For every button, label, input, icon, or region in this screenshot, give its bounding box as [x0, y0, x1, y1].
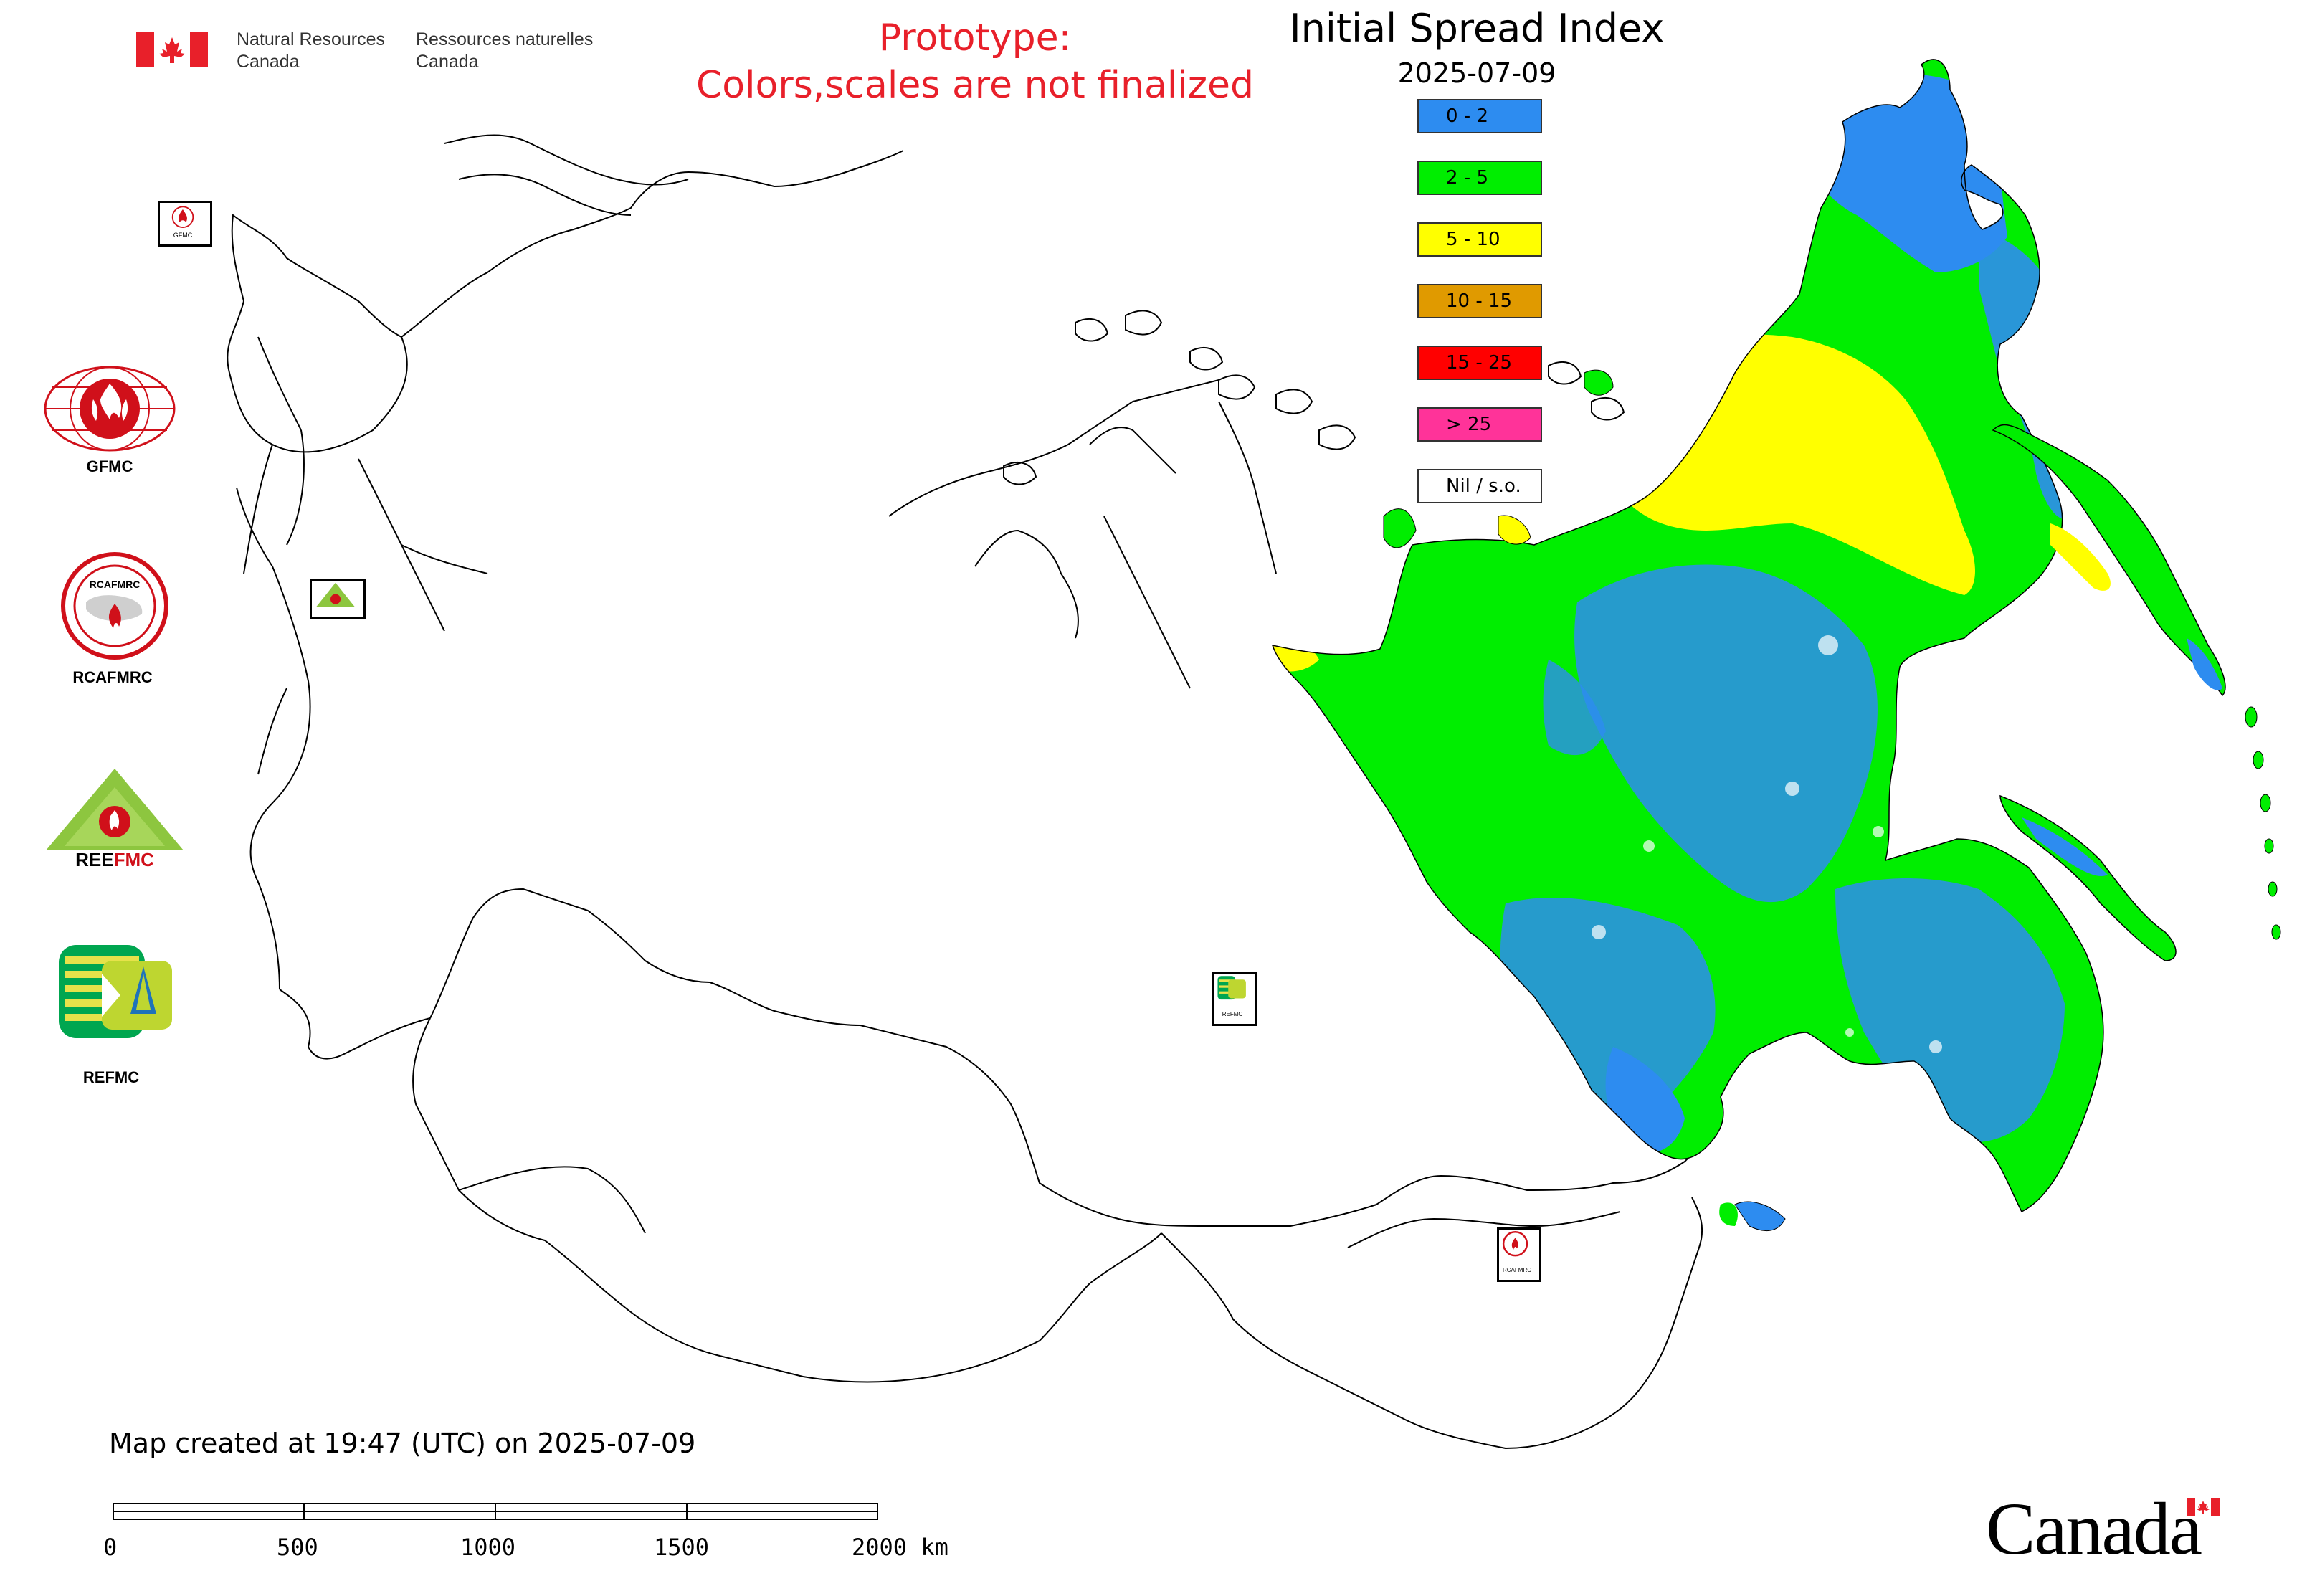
kamchatka — [1992, 424, 2226, 697]
svg-text:REEFMC: REEFMC — [75, 849, 154, 870]
map-badge-rcafmrc: RCAFMRC — [1497, 1227, 1541, 1282]
map-title: Initial Spread Index — [1289, 6, 1665, 51]
wordmark-flag-icon — [2187, 1498, 2220, 1516]
map-badge-refmc: REFMC — [1212, 972, 1257, 1026]
map-created-text: Map created at 19:47 (UTC) on 2025-07-09 — [109, 1428, 696, 1459]
refmc-label: REFMC — [82, 1068, 140, 1086]
gfmc-logo-icon — [44, 366, 176, 452]
legend-item: Nil / s.o. — [1417, 469, 1542, 503]
legend-item: > 25 — [1417, 407, 1542, 442]
legend-item: 15 - 25 — [1417, 346, 1542, 380]
refmc-logo-icon — [59, 945, 172, 1038]
department-name-en: Natural Resources Canada — [237, 29, 385, 73]
dept-fr-line1: Ressources naturelles — [416, 29, 594, 49]
rcafmrc-logo-icon: RCAFMRC — [61, 552, 168, 660]
map-badge-reefmc — [310, 579, 366, 619]
scale-tick-0: 0 — [103, 1534, 118, 1561]
legend-item: 0 - 2 — [1417, 99, 1542, 133]
map-badge-gfmc: GFMC — [158, 201, 212, 247]
legend-item: 5 - 10 — [1417, 222, 1542, 257]
rcafmrc-badge-icon — [1502, 1231, 1528, 1257]
rcafmrc-label: RCAFMRC — [72, 668, 153, 686]
map-badge-refmc-label: REFMC — [1222, 1011, 1243, 1017]
map-badge-gfmc-label: GFMC — [173, 232, 193, 239]
svg-text:RCAFMRC: RCAFMRC — [90, 579, 141, 590]
country-outlines — [227, 134, 1707, 1450]
dept-en-line1: Natural Resources — [237, 29, 386, 49]
flame-icon — [171, 206, 194, 228]
reefmc-badge-icon — [315, 582, 356, 611]
scale-tick-1500: 1500 — [654, 1534, 710, 1561]
prototype-notice: Prototype: Colors,scales are not finaliz… — [645, 14, 1305, 109]
map-badge-rcafmrc-label: RCAFMRC — [1503, 1267, 1531, 1273]
gfmc-label: GFMC — [86, 457, 133, 475]
dept-en-line2: Canada — [237, 52, 300, 72]
reefmc-logo-icon: REEFMC — [46, 769, 184, 870]
dept-fr-line2: Canada — [416, 52, 479, 72]
department-name-fr: Ressources naturelles Canada — [416, 29, 593, 73]
refmc-badge-icon — [1217, 976, 1246, 1000]
legend-item: 2 - 5 — [1417, 161, 1542, 195]
scale-bar — [113, 1503, 878, 1520]
isi-raster — [1273, 59, 2103, 1212]
canada-wordmark: Canada — [1986, 1488, 2202, 1570]
scale-tick-1000: 1000 — [460, 1534, 516, 1561]
canada-flag-icon — [136, 32, 208, 67]
map-date: 2025-07-09 — [1397, 57, 1556, 89]
prototype-line1: Prototype: — [878, 16, 1072, 60]
scale-tick-2000: 2000 km — [852, 1534, 948, 1561]
legend-item: 10 - 15 — [1417, 284, 1542, 318]
prototype-line2: Colors,scales are not finalized — [695, 64, 1255, 107]
scale-tick-500: 500 — [277, 1534, 318, 1561]
